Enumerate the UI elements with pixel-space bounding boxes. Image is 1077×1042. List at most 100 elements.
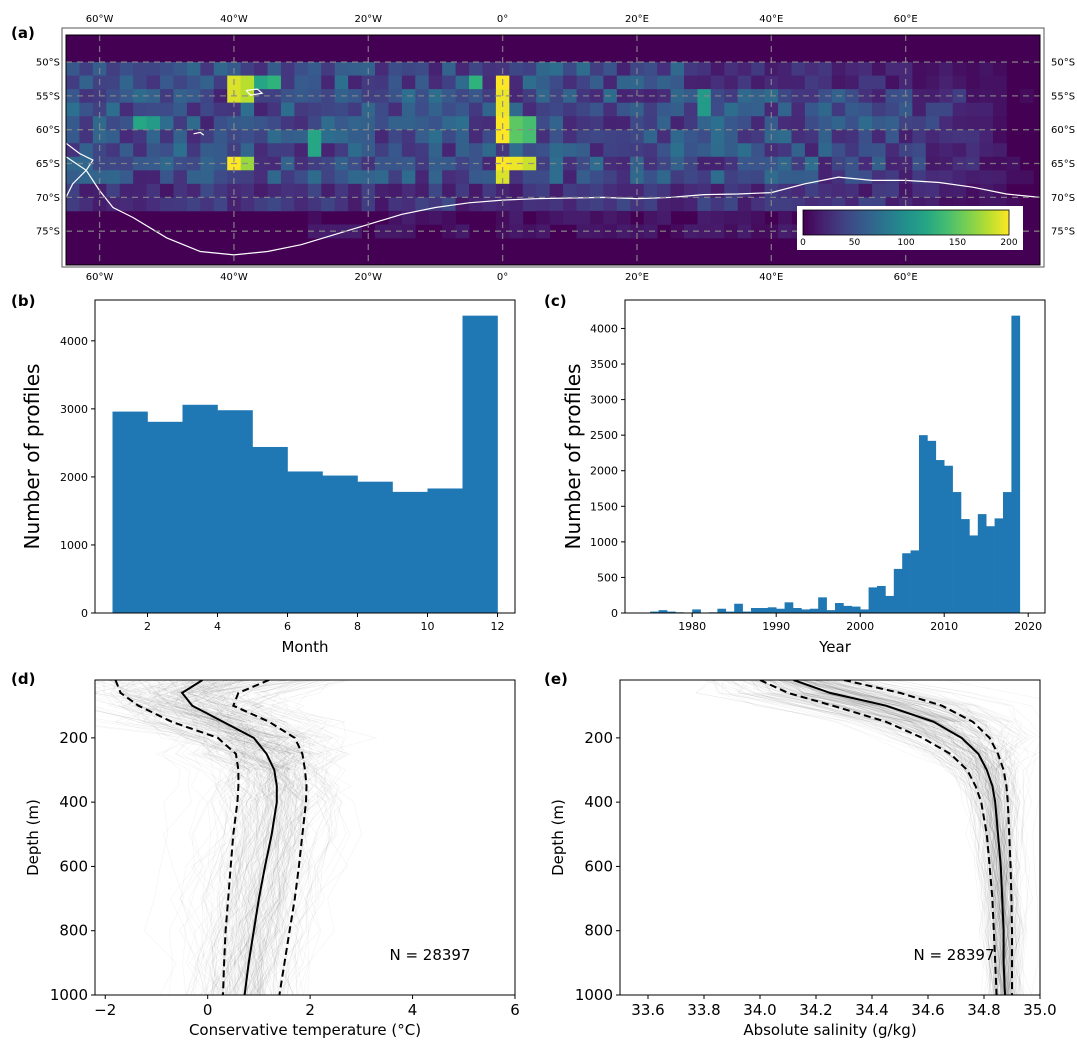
individual-profile [185, 680, 296, 995]
heatmap-cell [643, 170, 658, 185]
individual-profile [748, 680, 1002, 995]
heatmap-cell [92, 102, 107, 117]
heatmap-cell [858, 129, 873, 144]
heatmap-cell [791, 116, 806, 131]
heatmap-cell [469, 62, 483, 76]
individual-profile [797, 680, 1012, 995]
heatmap-cell [845, 143, 860, 158]
heatmap-cell [683, 89, 698, 104]
heatmap-cell [804, 102, 819, 117]
heatmap-cell [925, 89, 940, 104]
heatmap-cell [469, 143, 483, 158]
x-tick-label: 2 [305, 1001, 315, 1019]
heatmap-cell [643, 116, 658, 131]
histogram-bar [734, 603, 743, 613]
heatmap-cell [563, 197, 577, 212]
individual-profile [790, 680, 1012, 995]
heatmap-cell [133, 143, 147, 158]
heatmap-cell [912, 156, 927, 171]
heatmap-cell [979, 183, 994, 198]
heatmap-cell [482, 116, 497, 131]
heatmap-cell [536, 129, 551, 144]
heatmap-cell [428, 62, 443, 76]
individual-profile [767, 680, 999, 995]
individual-profile [137, 680, 267, 995]
mean-profile-line [180, 680, 278, 995]
heatmap-cell [106, 170, 121, 185]
heatmap-cell [563, 116, 577, 131]
heatmap-cell [804, 156, 819, 171]
heatmap-cell [536, 210, 551, 225]
heatmap-cell [831, 143, 846, 158]
heatmap-cell [858, 62, 873, 76]
heatmap-cell [106, 62, 121, 76]
individual-profile [190, 680, 293, 995]
heatmap-cell [549, 102, 564, 117]
heatmap-cell [321, 170, 336, 185]
individual-profile [187, 680, 290, 995]
heatmap-cell [657, 75, 671, 90]
individual-profile [176, 680, 276, 995]
heatmap-cell [966, 170, 980, 185]
individual-profile [180, 680, 295, 995]
histogram-bar [287, 471, 323, 613]
individual-profile [176, 680, 307, 995]
heatmap-cell [670, 183, 685, 198]
heatmap-cell [858, 75, 873, 90]
individual-profile [173, 680, 284, 995]
heatmap-cell [536, 116, 551, 131]
panel-a-letter: (a) [11, 24, 35, 42]
heatmap-cell [509, 224, 524, 239]
heatmap-cell [845, 102, 860, 117]
individual-profile [749, 680, 1000, 995]
heatmap-cell [804, 183, 819, 198]
heatmap-cell [872, 143, 886, 158]
heatmap-cell [401, 170, 416, 185]
histogram-bar [826, 610, 836, 613]
heatmap-cell [401, 129, 416, 144]
histogram-bar [217, 410, 253, 613]
heatmap-cell [133, 102, 147, 117]
heatmap-cell [831, 75, 846, 90]
heatmap-cell [66, 156, 80, 171]
heatmap-cell [66, 102, 80, 117]
heatmap-cell [321, 143, 336, 158]
heatmap-cell [374, 197, 389, 212]
histogram-bar [893, 568, 903, 613]
heatmap-cell [509, 102, 524, 117]
histogram-bar [784, 602, 794, 613]
individual-profile [95, 680, 256, 995]
heatmap-cell [778, 102, 792, 117]
heatmap-cell [442, 170, 456, 185]
heatmap-cell [455, 143, 470, 158]
heatmap-cell [589, 170, 604, 185]
heatmap-cell [872, 89, 886, 104]
lower-bound-line [759, 680, 998, 995]
heatmap-cell [307, 116, 322, 131]
individual-profile [129, 680, 287, 995]
individual-profile [737, 680, 1000, 995]
heatmap-cell [952, 75, 967, 90]
heatmap-cell [66, 89, 80, 104]
heatmap-cell [925, 183, 940, 198]
heatmap-cell [576, 116, 591, 131]
heatmap-cell [415, 75, 430, 90]
heatmap-cell [348, 62, 362, 76]
heatmap-cell [119, 75, 134, 90]
individual-profile [197, 680, 300, 995]
y-tick-label: 400 [59, 793, 88, 811]
colorbar-tick-label: 100 [897, 238, 914, 248]
heatmap-cell [939, 170, 954, 185]
individual-profile [781, 680, 1008, 995]
individual-profile [752, 680, 1006, 995]
histogram-bar [919, 435, 928, 613]
heatmap-cell [872, 183, 886, 198]
heatmap-cell [227, 102, 242, 117]
individual-profile [103, 680, 243, 995]
individual-profile [800, 680, 1016, 995]
heatmap-cell [133, 89, 147, 104]
histogram-bar [944, 465, 953, 613]
heatmap-cell [186, 156, 201, 171]
individual-profile [209, 680, 314, 995]
heatmap-cell [576, 143, 591, 158]
